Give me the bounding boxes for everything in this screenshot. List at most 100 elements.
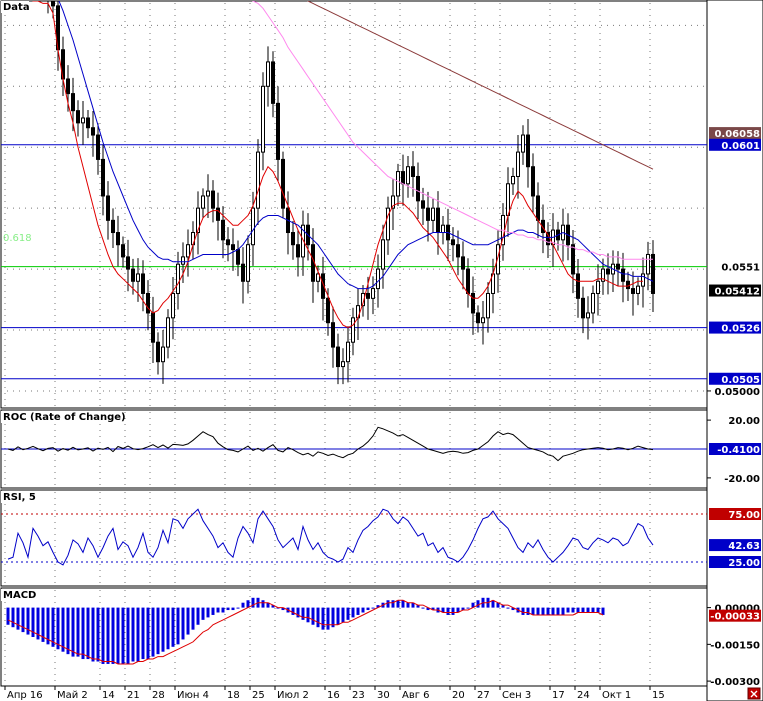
macd-bar [416, 605, 420, 608]
candle-body [211, 190, 215, 209]
macd-bar [351, 607, 355, 618]
candle-body [136, 273, 140, 282]
price-badge-2: 0.0551 [721, 263, 760, 274]
macd-bar [511, 607, 515, 611]
candle-body [616, 263, 620, 270]
candle-body [601, 268, 605, 282]
macd-bar [456, 607, 460, 613]
roc-current-badge: -0.4100 [717, 445, 760, 456]
macd-bar [506, 607, 510, 609]
macd-bar [406, 602, 410, 608]
candle-body [606, 268, 610, 275]
macd-bar [526, 607, 530, 615]
macd-bar [531, 607, 535, 615]
macd-bar [471, 602, 475, 608]
macd-bar [161, 607, 165, 652]
macd-bar [366, 607, 370, 611]
macd-bar [306, 607, 310, 623]
x-axis-label-15: Сен 3 [502, 690, 531, 701]
candle-body [256, 151, 260, 209]
macd-signal-line [7, 599, 604, 665]
fib-level-label: 0.618 [3, 233, 32, 244]
candle-body [126, 256, 130, 270]
macd-bar [571, 607, 575, 613]
macd-bar [441, 607, 445, 613]
candle-body [121, 244, 125, 258]
price-badge-3-bg [709, 284, 761, 297]
candle-body [141, 273, 145, 294]
candle-body [406, 166, 410, 185]
macd-bar [321, 607, 325, 630]
macd-bar [496, 602, 500, 608]
candle-body [506, 183, 510, 216]
macd-bar [156, 607, 160, 655]
macd-bar [226, 607, 230, 611]
candle-body [571, 244, 575, 275]
axis-strip [706, 0, 763, 701]
candle-body [636, 285, 640, 294]
price-pane-frame [0, 0, 708, 409]
x-axis-label-14: 27 [477, 690, 490, 701]
candle-body [386, 207, 390, 241]
candle-body [51, 1, 55, 7]
candle-body [426, 207, 430, 221]
macd-bar [371, 607, 375, 609]
macd-bar [221, 607, 225, 613]
x-axis-label-12: Авг 6 [402, 690, 430, 701]
macd-bar [596, 607, 600, 613]
candle-body [106, 195, 110, 221]
macd-bar [181, 607, 185, 640]
rsi-current-badge-bg [709, 539, 761, 552]
macd-bar [231, 607, 235, 611]
macd-bar [121, 607, 125, 664]
close-icon[interactable] [747, 687, 761, 700]
macd-bar [141, 607, 145, 660]
macd-bar [316, 607, 320, 628]
price-badge-5-bg [709, 372, 761, 385]
candle-body [456, 244, 460, 258]
candle-body [381, 239, 385, 270]
candle-body [361, 292, 365, 307]
macd-bar [536, 607, 540, 615]
candle-body [496, 244, 500, 275]
price-chart-title: Data [3, 2, 30, 13]
macd-bar [301, 607, 305, 620]
macd-axis-label-2: -0.00300 [710, 677, 760, 688]
macd-bar [146, 607, 150, 660]
macd-axis-label-0: 0.00000 [714, 604, 760, 615]
macd-bar [556, 607, 560, 615]
macd-bar [461, 607, 465, 611]
macd-bar [126, 607, 130, 664]
macd-bar [71, 607, 75, 657]
macd-bar [266, 602, 270, 608]
candle-body [221, 219, 225, 241]
candle-body [416, 175, 420, 202]
candle-body [476, 312, 480, 324]
candle-body [301, 224, 305, 258]
macd-bar [16, 607, 20, 630]
macd-bar [341, 607, 345, 623]
price-badge-4-bg [709, 321, 761, 334]
macd-plot [6, 597, 605, 665]
macd-bar [261, 600, 265, 608]
candle-body [291, 232, 295, 246]
candle-body [471, 292, 475, 314]
macd-bar [431, 607, 435, 611]
macd-bar [561, 607, 565, 615]
candle-body [531, 166, 535, 197]
candle-body [366, 292, 370, 299]
candle-body [331, 322, 335, 348]
macd-bar [421, 607, 425, 609]
candle-body [251, 207, 255, 246]
macd-bar [131, 607, 135, 662]
macd-bar [551, 607, 555, 615]
macd-bar [101, 607, 105, 664]
macd-bar [566, 607, 570, 613]
macd-current-badge-bg [709, 609, 761, 622]
macd-bar [391, 600, 395, 608]
macd-bar [446, 607, 450, 615]
candle-body [526, 134, 530, 168]
candle-body [586, 312, 590, 319]
macd-bar [166, 607, 170, 650]
